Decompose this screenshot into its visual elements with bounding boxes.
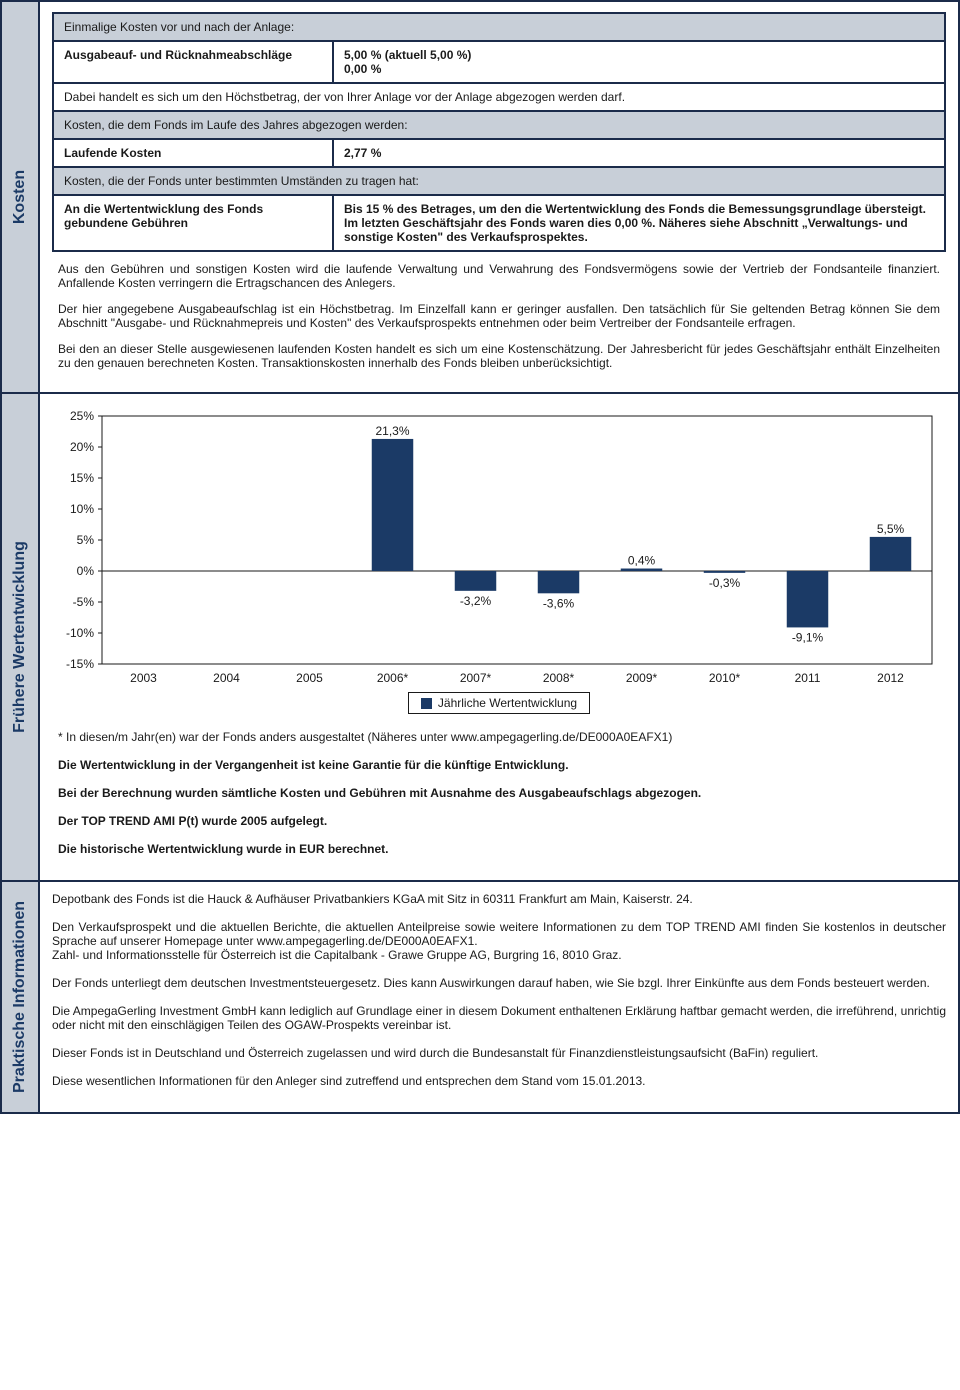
svg-text:2009*: 2009* — [626, 671, 658, 685]
legend-label: Jährliche Wertentwicklung — [438, 696, 577, 710]
side-label-perf-text: Frühere Wertentwicklung — [11, 541, 29, 733]
svg-text:2008*: 2008* — [543, 671, 575, 685]
perf-notes: * In diesen/m Jahr(en) war der Fonds and… — [52, 714, 946, 856]
kosten-p2: Der hier angegebene Ausgabeaufschlag ist… — [58, 302, 940, 330]
svg-text:-0,3%: -0,3% — [709, 576, 741, 590]
table-row: Dabei handelt es sich um den Höchstbetra… — [53, 83, 945, 111]
svg-text:10%: 10% — [70, 502, 94, 516]
info-p2-text: Den Verkaufsprospekt und die aktuellen B… — [52, 920, 946, 962]
section-kosten: Kosten Einmalige Kosten vor und nach der… — [2, 2, 958, 394]
info-p5: Dieser Fonds ist in Deutschland und Öste… — [52, 1046, 946, 1060]
perf-note4: Die historische Wertentwicklung wurde in… — [58, 842, 940, 856]
section-info: Praktische Informationen Depotbank des F… — [2, 882, 958, 1112]
info-p3: Der Fonds unterliegt dem deutschen Inves… — [52, 976, 946, 990]
table-row: Laufende Kosten 2,77 % — [53, 139, 945, 167]
side-label-kosten-text: Kosten — [11, 170, 29, 224]
kosten-row2-left: Laufende Kosten — [53, 139, 333, 167]
svg-text:0,4%: 0,4% — [628, 554, 656, 568]
svg-text:-10%: -10% — [66, 626, 94, 640]
side-label-kosten: Kosten — [2, 2, 40, 392]
svg-text:21,3%: 21,3% — [375, 424, 409, 438]
info-p4: Die AmpegaGerling Investment GmbH kann l… — [52, 1004, 946, 1032]
kosten-row3-left: An die Wertentwicklung des Fonds gebunde… — [53, 195, 333, 251]
info-content: Depotbank des Fonds ist die Hauck & Aufh… — [40, 882, 958, 1112]
svg-text:2005: 2005 — [296, 671, 323, 685]
svg-text:-9,1%: -9,1% — [792, 630, 824, 644]
perf-note3: Der TOP TREND AMI P(t) wurde 2005 aufgel… — [58, 814, 940, 828]
kosten-row1-r2: 0,00 % — [344, 62, 381, 76]
kosten-row3-header: Kosten, die der Fonds unter bestimmten U… — [53, 167, 945, 195]
svg-text:2006*: 2006* — [377, 671, 409, 685]
svg-text:2012: 2012 — [877, 671, 904, 685]
svg-text:20%: 20% — [70, 440, 94, 454]
svg-text:15%: 15% — [70, 471, 94, 485]
perf-chart: -15% -10% -5% 0% 5% 10% 15% 20% 25% 2003 2004 2005 2… — [52, 408, 942, 688]
chart-wrap: -15% -10% -5% 0% 5% 10% 15% 20% 25% 2003 2004 2005 2… — [52, 404, 946, 714]
kosten-row3-right: Bis 15 % des Betrages, um den die Werten… — [333, 195, 945, 251]
legend-square-icon — [421, 698, 432, 709]
table-row: Einmalige Kosten vor und nach der Anlage… — [53, 13, 945, 41]
svg-text:5%: 5% — [77, 533, 95, 547]
table-row: An die Wertentwicklung des Fonds gebunde… — [53, 195, 945, 251]
kosten-row1-right: 5,00 % (aktuell 5,00 %) 0,00 % — [333, 41, 945, 83]
info-p1: Depotbank des Fonds ist die Hauck & Aufh… — [52, 892, 946, 906]
side-label-info-text: Praktische Informationen — [11, 901, 29, 1093]
svg-text:2011: 2011 — [795, 671, 821, 685]
kosten-row1-left: Ausgabeauf- und Rücknahmeabschläge — [53, 41, 333, 83]
kosten-paragraphs: Aus den Gebühren und sonstigen Kosten wi… — [52, 252, 946, 370]
perf-content: -15% -10% -5% 0% 5% 10% 15% 20% 25% 2003 2004 2005 2… — [40, 394, 958, 880]
kosten-p1: Aus den Gebühren und sonstigen Kosten wi… — [58, 262, 940, 290]
perf-note2: Bei der Berechnung wurden sämtliche Kost… — [58, 786, 940, 800]
svg-text:2007*: 2007* — [460, 671, 492, 685]
kosten-row2-right: 2,77 % — [333, 139, 945, 167]
svg-text:0%: 0% — [77, 564, 95, 578]
legend: Jährliche Wertentwicklung — [408, 692, 590, 714]
svg-text:2004: 2004 — [213, 671, 240, 685]
kosten-table: Einmalige Kosten vor und nach der Anlage… — [52, 12, 946, 252]
info-p2: Den Verkaufsprospekt und die aktuellen B… — [52, 920, 946, 962]
side-label-perf: Frühere Wertentwicklung — [2, 394, 40, 880]
svg-text:-15%: -15% — [66, 657, 94, 671]
kosten-row2-header: Kosten, die dem Fonds im Laufe des Jahre… — [53, 111, 945, 139]
svg-text:2003: 2003 — [130, 671, 157, 685]
legend-wrap: Jährliche Wertentwicklung — [52, 692, 946, 714]
svg-text:-3,6%: -3,6% — [543, 596, 575, 610]
table-row: Ausgabeauf- und Rücknahmeabschläge 5,00 … — [53, 41, 945, 83]
perf-note1: Die Wertentwicklung in der Vergangenheit… — [58, 758, 940, 772]
table-row: Kosten, die dem Fonds im Laufe des Jahre… — [53, 111, 945, 139]
table-row: Kosten, die der Fonds unter bestimmten U… — [53, 167, 945, 195]
page: Kosten Einmalige Kosten vor und nach der… — [0, 0, 960, 1114]
kosten-row1-header: Einmalige Kosten vor und nach der Anlage… — [53, 13, 945, 41]
svg-text:25%: 25% — [70, 409, 94, 423]
svg-text:-3,2%: -3,2% — [460, 594, 492, 608]
section-perf: Frühere Wertentwicklung -15% -10% -5% 0% 5% 1… — [2, 394, 958, 882]
info-p6: Diese wesentlichen Informationen für den… — [52, 1074, 946, 1088]
svg-text:5,5%: 5,5% — [877, 522, 905, 536]
side-label-info: Praktische Informationen — [2, 882, 40, 1112]
svg-text:-5%: -5% — [73, 595, 95, 609]
kosten-row1-note: Dabei handelt es sich um den Höchstbetra… — [53, 83, 945, 111]
perf-note-star: * In diesen/m Jahr(en) war der Fonds and… — [58, 730, 940, 744]
kosten-p3: Bei den an dieser Stelle ausgewiesenen l… — [58, 342, 940, 370]
kosten-row1-r1: 5,00 % (aktuell 5,00 %) — [344, 48, 471, 62]
svg-text:2010*: 2010* — [709, 671, 741, 685]
kosten-content: Einmalige Kosten vor und nach der Anlage… — [40, 2, 958, 392]
